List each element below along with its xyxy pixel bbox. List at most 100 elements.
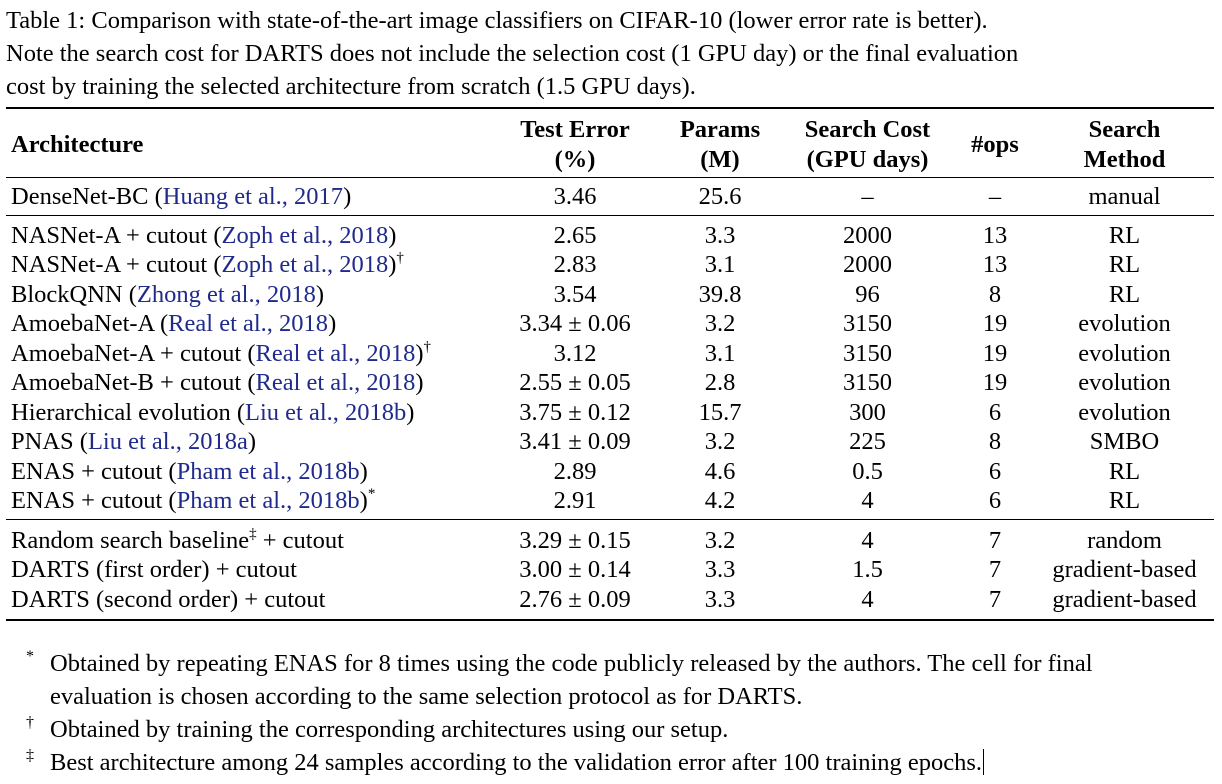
table-group-manual: DenseNet-BC (Huang et al., 2017) 3.46 25… (6, 178, 1214, 216)
header-search-cost: Search Cost (GPU days) (780, 108, 955, 178)
cell-ops: 7 (988, 556, 1002, 583)
cell-search-method: gradient-based (1052, 585, 1197, 613)
arch-name: PNAS (11, 428, 74, 455)
cell-test-error: 2.55 ± 0.05 (519, 369, 631, 396)
footnote-mark: † (396, 250, 404, 266)
cell-search-method: evolution (1078, 310, 1171, 337)
cell-architecture: DenseNet-BC (Huang et al., 2017) (11, 183, 352, 210)
cell-search-method: evolution (1078, 339, 1171, 367)
cell-search-method: RL (1108, 457, 1141, 485)
header-row: Architecture Test Error (%) Params (M) S… (6, 108, 1214, 178)
arch-name: NASNet-A + cutout (11, 221, 208, 249)
footnote-line: Obtained by repeating ENAS for 8 times u… (50, 650, 1093, 677)
cell-search-cost: 4 (861, 487, 874, 514)
header-search-method-line-1: Search (1088, 116, 1161, 143)
cell-search-cost: 2000 (843, 221, 892, 249)
cell-params: 3.2 (704, 526, 736, 554)
cell-test-error: 3.00 ± 0.14 (519, 556, 631, 583)
citation-link[interactable]: Zoph et al., 2018 (221, 251, 389, 278)
cell-params: 3.2 (704, 428, 736, 455)
cell-search-method: manual (1088, 183, 1161, 210)
citation-link[interactable]: Pham et al., 2018b (176, 457, 360, 485)
cell-search-cost: 1.5 (852, 556, 883, 583)
footnote-line-text: Best architecture among 24 samples accor… (50, 749, 983, 776)
cell-params: 39.8 (698, 280, 742, 308)
footnote-dagger: † Obtained by training the corresponding… (24, 713, 1219, 746)
header-params-line-2: (M) (700, 145, 740, 173)
table-row: Hierarchical evolution (Liu et al., 2018… (6, 398, 1214, 428)
cell-search-cost: 0.5 (852, 457, 883, 485)
cell-test-error: 3.75 ± 0.12 (519, 398, 631, 426)
cell-ops: 13 (982, 221, 1008, 249)
cell-architecture: ENAS + cutout (Pham et al., 2018b) (11, 457, 368, 485)
table-group-nas: NASNet-A + cutout (Zoph et al., 2018) 2.… (6, 215, 1214, 519)
table-row: PNAS (Liu et al., 2018a) 3.41 ± 0.09 3.2… (6, 427, 1214, 457)
cell-architecture: Random search baseline‡ + cutout (6, 519, 490, 555)
cell-test-error: 3.34 ± 0.06 (519, 310, 631, 337)
table-row: ENAS + cutout (Pham et al., 2018b) 2.89 … (6, 457, 1214, 487)
cell-search-method: evolution (1078, 398, 1171, 426)
header-search-cost-line-1: Search Cost (804, 116, 931, 143)
table-row: NASNet-A + cutout (Zoph et al., 2018) 2.… (6, 215, 1214, 250)
cell-search-method: RL (1108, 280, 1141, 308)
arch-name: DenseNet-BC (11, 183, 149, 210)
caption-line-2: Note the search cost for DARTS does not … (6, 40, 1019, 67)
cell-ops: 7 (988, 585, 1002, 613)
citation-link[interactable]: Huang et al., 2017 (162, 183, 344, 210)
cell-params: 25.6 (698, 183, 742, 210)
cell-ops: 6 (988, 487, 1002, 514)
cell-architecture: NASNet-A + cutout (Zoph et al., 2018)† (11, 250, 404, 279)
cell-ops: 8 (988, 428, 1002, 455)
footnote-asterisk: * Obtained by repeating ENAS for 8 times… (24, 647, 1219, 713)
cell-search-cost: 225 (849, 428, 886, 455)
cell-ops: – (988, 183, 1002, 210)
arch-name: BlockQNN (11, 280, 123, 308)
table-row: DARTS (second order) + cutout 2.76 ± 0.0… (6, 585, 1214, 621)
arch-name: AmoebaNet-A (11, 310, 154, 337)
cell-ops: 7 (988, 526, 1002, 554)
arch-name: ENAS + cutout (11, 457, 163, 485)
citation-link[interactable]: Real et al., 2018 (255, 369, 416, 396)
table-row: AmoebaNet-A (Real et al., 2018) 3.34 ± 0… (6, 309, 1214, 339)
cell-search-method: random (1087, 526, 1162, 554)
cell-test-error: 2.91 (553, 487, 597, 514)
citation-link[interactable]: Liu et al., 2018a (87, 428, 248, 455)
cell-search-method: RL (1108, 251, 1141, 278)
cell-ops: 19 (982, 339, 1008, 367)
footnotes: * Obtained by repeating ENAS for 8 times… (24, 647, 1219, 779)
cell-architecture: PNAS (Liu et al., 2018a) (11, 428, 256, 455)
table-row: Random search baseline‡ + cutout 3.29 ± … (6, 519, 1214, 555)
footnote-mark: † (423, 338, 432, 355)
citation-link[interactable]: Pham et al., 2018b (176, 487, 360, 514)
citation-link[interactable]: Zhong et al., 2018 (136, 280, 316, 308)
cell-params: 3.3 (704, 221, 736, 249)
citation-link[interactable]: Real et al., 2018 (255, 339, 416, 367)
cell-test-error: 2.89 (553, 457, 597, 485)
text-cursor (983, 749, 985, 775)
cell-search-method: evolution (1078, 369, 1171, 396)
cell-params: 2.8 (704, 369, 736, 396)
cell-params: 3.2 (704, 310, 736, 337)
footnote-double-dagger: ‡ Best architecture among 24 samples acc… (24, 746, 1219, 779)
cell-search-method: RL (1108, 487, 1141, 514)
table-group-ours: Random search baseline‡ + cutout 3.29 ± … (6, 519, 1214, 620)
cell-test-error: 2.83 (553, 251, 597, 278)
cell-architecture: AmoebaNet-A (Real et al., 2018) (11, 310, 337, 337)
citation-link[interactable]: Zoph et al., 2018 (221, 221, 389, 249)
footnote-symbol: † (26, 714, 34, 731)
cell-search-cost: 300 (849, 398, 886, 426)
cell-architecture: DARTS (second order) + cutout (11, 585, 326, 613)
cell-params: 4.2 (704, 487, 736, 514)
cell-test-error: 2.76 ± 0.09 (519, 585, 631, 613)
cell-search-cost: – (861, 183, 874, 210)
caption-line-3: cost by training the selected architectu… (6, 73, 696, 100)
cell-params: 3.3 (704, 585, 736, 613)
table-row: DARTS (first order) + cutout 3.00 ± 0.14… (6, 555, 1214, 585)
citation-link[interactable]: Real et al., 2018 (168, 310, 329, 337)
cell-architecture: BlockQNN (Zhong et al., 2018) (11, 280, 325, 308)
cell-search-method: gradient-based (1052, 556, 1197, 583)
header-search-method: Search Method (1035, 108, 1214, 178)
cell-search-method: RL (1108, 221, 1141, 249)
citation-link[interactable]: Liu et al., 2018b (245, 398, 407, 426)
